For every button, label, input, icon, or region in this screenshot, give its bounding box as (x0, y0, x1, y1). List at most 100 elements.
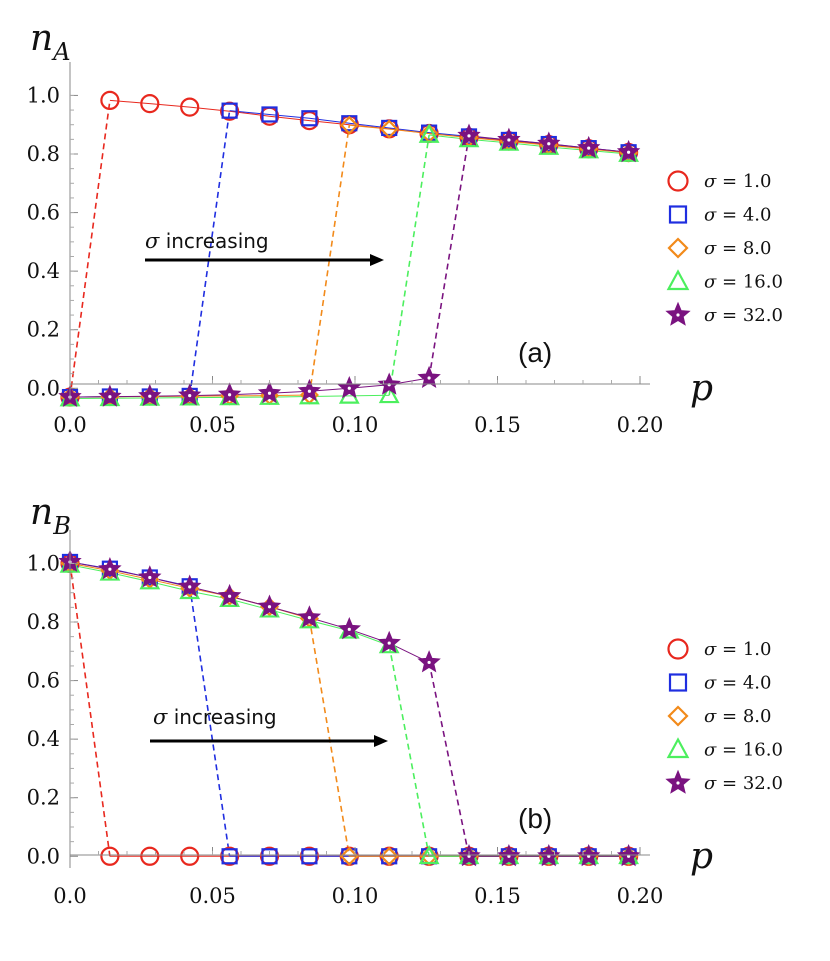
panel-a-label: (a) (518, 337, 552, 368)
legend-label: σ = 32.0 (704, 305, 783, 326)
legend-label: σ = 16.0 (704, 272, 783, 293)
x-tick-label: 0.15 (474, 413, 521, 437)
y-tick-label: 0.8 (27, 610, 60, 634)
data-point-star-center (267, 391, 272, 395)
data-point-diamond (339, 115, 359, 135)
legend-marker-square (668, 673, 688, 692)
transition-dashed-line (388, 645, 430, 857)
panel-b: 0.0 0.2 0.4 0.6 0.8 1.0 0.0 0.05 0.10 0.15 0.20 nB… (27, 492, 783, 908)
x-tick-label: 0.0 (53, 884, 86, 908)
data-point-star-center (627, 150, 631, 154)
data-point-star-center (228, 594, 232, 598)
legend-item: σ = 16.0 (666, 269, 783, 293)
data-point-circle (100, 90, 120, 111)
legend-marker-circle (667, 170, 689, 192)
data-point-star-center (267, 605, 272, 609)
legend-item: σ = 1.0 (667, 170, 771, 192)
x-tick-label: 0.10 (332, 884, 379, 908)
y-tick-label: 0.0 (27, 844, 60, 868)
transition-dashed-line (69, 563, 111, 857)
transition-dashed-line (428, 662, 470, 857)
transition-dashed-line (388, 134, 430, 396)
legend-label: σ = 8.0 (704, 706, 771, 727)
x-tick-label: 0.05 (189, 884, 236, 908)
legend-item: σ = 8.0 (667, 237, 771, 259)
legend-marker-triangle (666, 269, 690, 291)
svg-text:σ increasing: σ increasing (153, 705, 277, 729)
data-point-circle (140, 94, 160, 114)
panel-a-legend: σ = 1.0 σ = 4.0 σ = 8.0 σ = 16.0 σ = 32.0 (665, 170, 783, 326)
legend-item: σ = 1.0 (667, 638, 771, 660)
data-point-circle (140, 846, 160, 866)
transition-dashed-line (428, 135, 470, 379)
panel-b-legend: σ = 1.0 σ = 4.0 σ = 8.0 σ = 16.0 σ = 32.0 (665, 638, 783, 794)
data-point-square (301, 110, 318, 127)
data-point-star-center (307, 616, 311, 620)
data-point-star-center (108, 567, 112, 571)
data-point-square (261, 848, 278, 865)
x-tick-label: 0.20 (617, 413, 664, 437)
data-point-star-center (228, 393, 232, 397)
legend-marker-star-center (676, 781, 680, 785)
legend-label: σ = 32.0 (704, 773, 783, 794)
data-point-star-center (547, 142, 551, 146)
series-line-lower (69, 377, 430, 398)
legend-marker-diamond (667, 705, 689, 727)
y-tick-label: 0.6 (27, 201, 60, 225)
data-point-star-center (507, 138, 511, 142)
legend-label: σ = 4.0 (704, 205, 771, 226)
legend-marker-diamond (667, 237, 689, 259)
data-point-star-center (188, 585, 192, 589)
transition-dashed-line (188, 110, 231, 397)
data-point-star-center (108, 395, 112, 399)
transition-dashed-line (308, 125, 351, 396)
legend-item: σ = 4.0 (668, 673, 771, 694)
series-markers-star (58, 549, 641, 867)
data-point-star-center (148, 394, 152, 398)
svg-text:σ increasing: σ increasing (145, 229, 269, 253)
data-point-square (261, 106, 278, 123)
y-tick-label: 0.2 (27, 318, 60, 342)
legend-item: σ = 8.0 (667, 705, 771, 727)
data-point-circle (259, 846, 280, 866)
series-line-upper (69, 561, 430, 663)
y-tick-label: 0.6 (27, 669, 60, 693)
panel-b-annotation: σ increasing (150, 705, 388, 747)
data-point-triangle (418, 123, 440, 143)
x-tick-label: 0.0 (53, 413, 86, 437)
panel-b-arrowhead (374, 735, 388, 747)
panel-b-label: (b) (518, 803, 552, 834)
data-point-circle (220, 846, 240, 866)
data-point-diamond (419, 846, 439, 866)
data-point-circle (299, 846, 319, 866)
data-point-circle (180, 97, 200, 117)
transition-dashed-line (69, 100, 111, 398)
legend-label: σ = 8.0 (704, 238, 771, 259)
panel-b-series-layer (58, 549, 641, 867)
data-point-star-center (427, 660, 431, 665)
data-point-star-center (467, 134, 471, 138)
y-tick-label: 1.0 (27, 83, 60, 107)
panel-b-ylabel: nB (30, 492, 71, 540)
data-point-star-center (307, 389, 311, 393)
legend-item: σ = 32.0 (665, 769, 783, 794)
panel-b-axes: 0.0 0.2 0.4 0.6 0.8 1.0 0.0 0.05 0.10 0.15 0.20 (27, 530, 664, 908)
legend-marker-triangle (666, 737, 690, 759)
data-point-square (301, 848, 318, 865)
x-tick-label: 0.20 (617, 884, 664, 908)
legend-marker-square (668, 205, 688, 224)
panel-a-arrowhead (370, 254, 384, 266)
data-point-square (221, 848, 238, 865)
data-point-circle (180, 846, 200, 866)
transition-dashed-line (308, 618, 351, 857)
y-tick-label: 0.4 (27, 727, 60, 751)
data-point-circle (100, 846, 120, 866)
data-point-star-center (347, 386, 351, 390)
data-point-star-center (347, 627, 351, 631)
legend-label: σ = 16.0 (704, 740, 783, 761)
data-point-star-center (148, 575, 152, 580)
panel-a-xlabel: p (690, 368, 713, 409)
legend-marker-circle (667, 638, 689, 660)
panel-a-annotation: σ increasing (145, 229, 384, 266)
